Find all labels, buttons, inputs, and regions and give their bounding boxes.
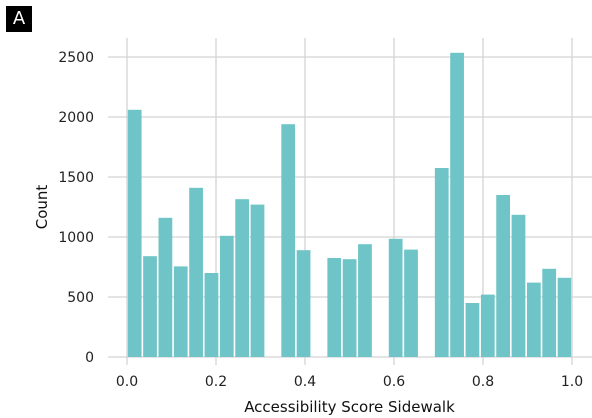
histogram-bar — [219, 235, 234, 357]
histogram-bar — [143, 256, 157, 357]
x-tick-label: 0.2 — [205, 374, 227, 390]
x-tick-label: 0.4 — [294, 374, 316, 390]
histogram-bar — [511, 214, 526, 357]
y-tick-label: 1500 — [58, 170, 94, 186]
y-axis-ticks: 0 500 1000 1500 2000 2500 — [58, 50, 94, 366]
histogram-bars — [127, 52, 572, 358]
histogram-bar — [434, 168, 449, 357]
histogram-bar — [480, 294, 495, 357]
x-tick-label: 1.0 — [561, 374, 583, 390]
histogram-bar — [496, 195, 511, 357]
x-tick-label: 0.6 — [383, 374, 405, 390]
x-tick-label: 0.0 — [116, 374, 138, 390]
histogram-bar — [450, 52, 464, 358]
histogram-bar — [327, 258, 342, 357]
histogram-bar — [342, 259, 357, 357]
histogram-bar — [542, 268, 557, 357]
histogram-bar — [526, 282, 541, 357]
y-axis-title: Count — [33, 185, 51, 230]
histogram-bar — [281, 124, 296, 357]
x-axis-ticks: 0.0 0.2 0.4 0.6 0.8 1.0 — [116, 374, 583, 390]
y-tick-label: 500 — [67, 290, 94, 306]
x-axis-title: Accessibility Score Sidewalk — [244, 398, 455, 416]
panel-label: A — [6, 6, 32, 32]
histogram-bar — [235, 199, 250, 357]
histogram-bar — [465, 303, 480, 357]
histogram-bar — [204, 273, 219, 357]
histogram-bar — [557, 277, 572, 357]
histogram-bar — [127, 109, 142, 357]
histogram-bar — [358, 244, 372, 357]
histogram-bar — [189, 187, 203, 357]
y-tick-label: 2000 — [58, 110, 94, 126]
histogram-bar — [296, 250, 311, 357]
histogram-bar — [388, 238, 403, 357]
y-tick-label: 0 — [85, 350, 94, 366]
y-tick-label: 1000 — [58, 230, 94, 246]
y-tick-label: 2500 — [58, 50, 94, 66]
x-tick-label: 0.8 — [472, 374, 494, 390]
histogram-bar — [250, 204, 265, 357]
histogram-bar — [173, 266, 188, 357]
histogram-bar — [158, 217, 173, 357]
histogram-bar — [404, 249, 418, 357]
